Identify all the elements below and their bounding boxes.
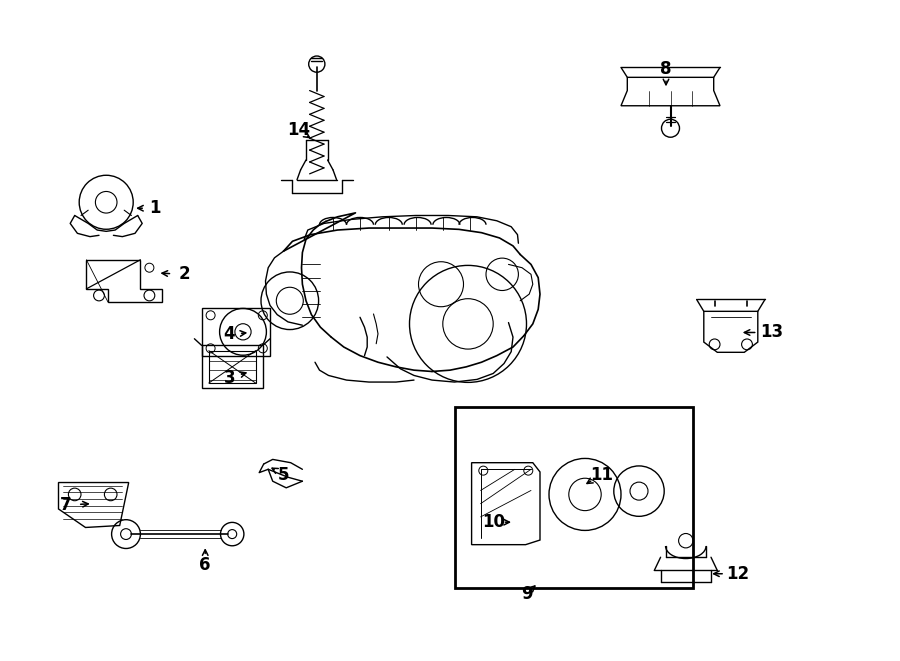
- Text: 9: 9: [521, 584, 532, 603]
- Text: 1: 1: [149, 199, 160, 217]
- Text: 6: 6: [200, 556, 211, 574]
- Text: 14: 14: [287, 121, 310, 139]
- Text: 5: 5: [278, 465, 289, 484]
- Text: 2: 2: [179, 265, 190, 284]
- Text: 7: 7: [60, 496, 71, 514]
- Text: 11: 11: [590, 465, 613, 484]
- Text: 12: 12: [726, 564, 750, 583]
- Text: 4: 4: [224, 325, 235, 344]
- Text: 10: 10: [482, 513, 505, 531]
- Text: 3: 3: [224, 369, 235, 387]
- Bar: [454, 407, 693, 588]
- Text: 8: 8: [661, 60, 671, 79]
- Text: 13: 13: [760, 323, 784, 342]
